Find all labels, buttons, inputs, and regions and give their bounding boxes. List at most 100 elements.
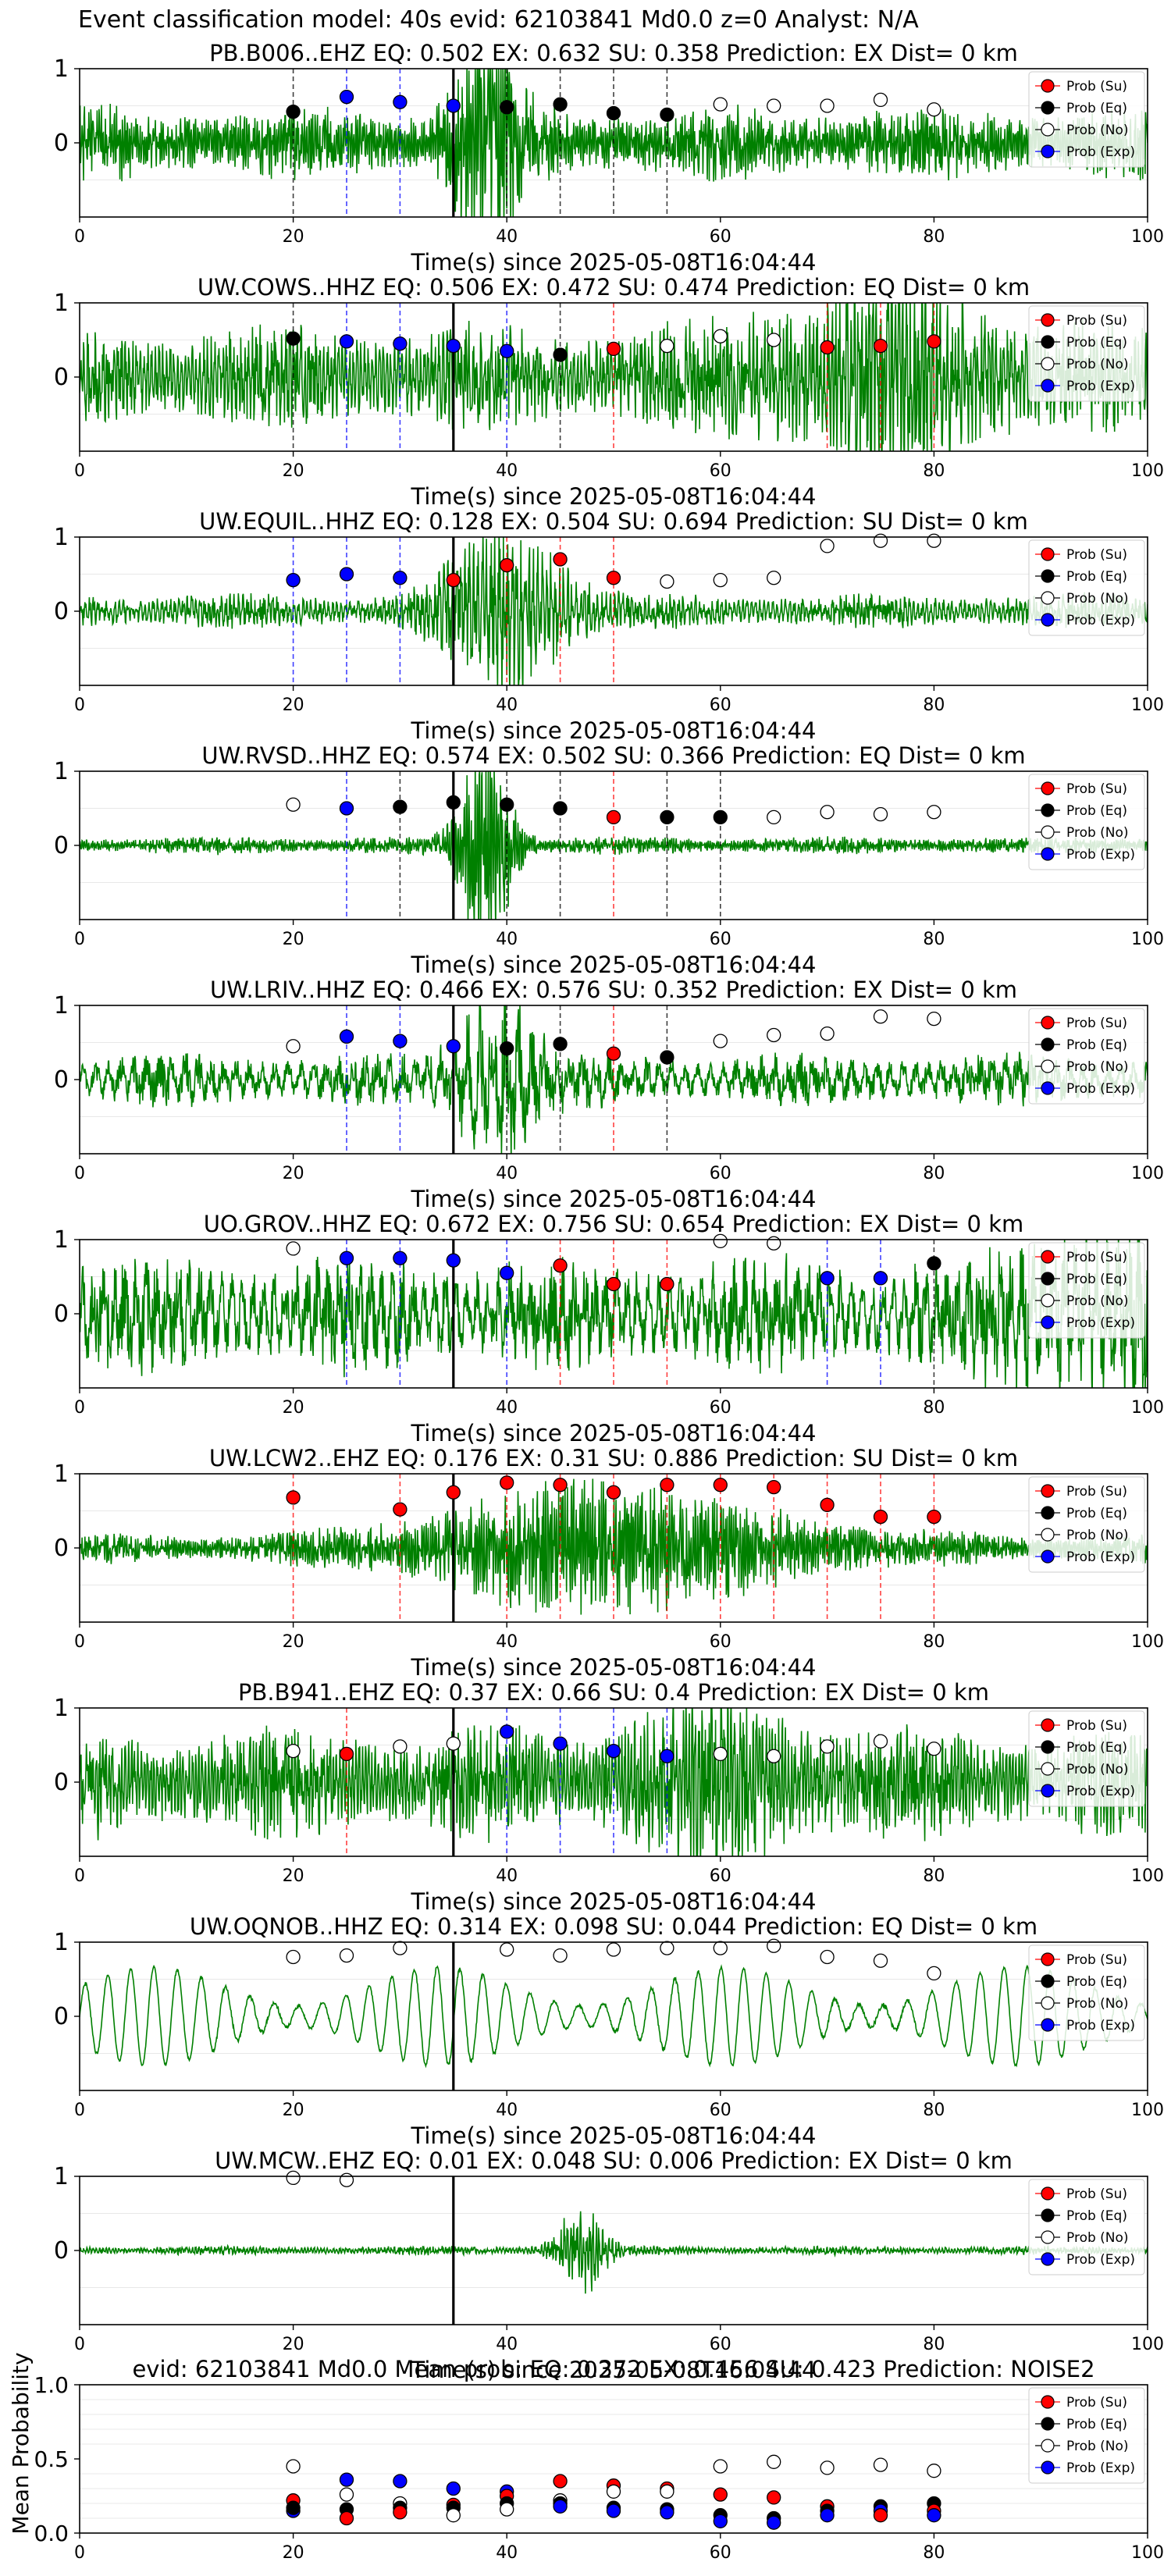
point-su bbox=[339, 1746, 354, 1762]
point-exp bbox=[553, 1736, 568, 1751]
legend-marker-eq bbox=[1041, 1974, 1055, 1988]
x-tick-label: 80 bbox=[923, 696, 945, 715]
point-exp bbox=[606, 1743, 621, 1759]
panel-4: UW.RVSD..HHZ EQ: 0.574 EX: 0.502 SU: 0.3… bbox=[54, 742, 1164, 978]
legend: Prob (Su) Prob (Eq) Prob (No) Prob (Exp) bbox=[1028, 1008, 1145, 1105]
legend-marker-eq bbox=[1041, 1037, 1055, 1051]
point-no bbox=[767, 1236, 781, 1251]
legend-marker-exp bbox=[1041, 2252, 1055, 2266]
point-no bbox=[873, 1734, 888, 1749]
waveform-trace bbox=[80, 69, 1148, 217]
x-tick-label: 40 bbox=[496, 461, 518, 481]
point-no bbox=[820, 539, 835, 553]
legend-label: Prob (Su) bbox=[1066, 1484, 1127, 1500]
y-tick-label: 1 bbox=[54, 1929, 69, 1956]
x-tick-label: 80 bbox=[923, 461, 945, 481]
point-exp bbox=[713, 2514, 728, 2528]
panel-9: UW.OQNOB..HHZ EQ: 0.314 EX: 0.098 SU: 0.… bbox=[54, 1913, 1164, 2149]
point-no bbox=[873, 533, 888, 548]
legend-marker-no bbox=[1041, 2230, 1055, 2244]
legend-box bbox=[1028, 2179, 1145, 2275]
legend-label: Prob (Su) bbox=[1066, 1718, 1127, 1734]
panel-title: evid: 62103841 Md0.0 Mean prob: EQ: 0.37… bbox=[132, 2356, 1094, 2382]
legend-label: Prob (Exp) bbox=[1066, 1550, 1135, 1565]
legend-marker-exp bbox=[1041, 1081, 1055, 1095]
x-tick-label: 60 bbox=[710, 1866, 731, 1886]
x-tick-label: 0 bbox=[74, 227, 85, 247]
y-tick-label: 0 bbox=[54, 2237, 69, 2265]
legend-box bbox=[1028, 1944, 1145, 2041]
point-exp bbox=[446, 1253, 461, 1268]
point-no bbox=[286, 2459, 301, 2474]
legend-marker-no bbox=[1041, 123, 1055, 137]
x-tick-label: 20 bbox=[283, 1866, 304, 1886]
legend: Prob (Su) Prob (Eq) Prob (No) Prob (Exp) bbox=[1028, 1944, 1145, 2041]
x-tick-label: 40 bbox=[496, 930, 518, 949]
legend-label: Prob (No) bbox=[1066, 591, 1129, 607]
point-no bbox=[767, 809, 781, 825]
legend-label: Prob (Eq) bbox=[1066, 2208, 1127, 2224]
point-no bbox=[820, 1739, 835, 1754]
x-tick-label: 100 bbox=[1131, 1632, 1164, 1652]
x-tick-label: 0 bbox=[74, 1866, 85, 1886]
x-tick-label: 20 bbox=[283, 2335, 304, 2354]
legend-marker-exp bbox=[1041, 1784, 1055, 1798]
x-tick-label: 20 bbox=[283, 930, 304, 949]
panel-7: UW.LCW2..EHZ EQ: 0.176 EX: 0.31 SU: 0.88… bbox=[54, 1445, 1164, 1681]
legend-label: Prob (No) bbox=[1066, 825, 1129, 841]
legend-box bbox=[1028, 1008, 1145, 1105]
x-tick-label: 0 bbox=[74, 461, 85, 481]
point-eq bbox=[606, 105, 621, 121]
point-no bbox=[767, 1938, 781, 1953]
point-exp bbox=[339, 801, 354, 816]
x-tick-label: 40 bbox=[496, 2543, 518, 2563]
legend: Prob (Su) Prob (Eq) Prob (No) Prob (Exp) bbox=[1028, 1242, 1145, 1339]
point-no bbox=[767, 1027, 781, 1043]
x-tick-label: 100 bbox=[1131, 2101, 1164, 2120]
legend-label: Prob (Eq) bbox=[1066, 1740, 1127, 1756]
point-no bbox=[820, 805, 835, 820]
panel-title: PB.B941..EHZ EQ: 0.37 EX: 0.66 SU: 0.4 P… bbox=[238, 1679, 989, 1706]
legend-marker-su bbox=[1041, 1718, 1055, 1732]
legend-marker-no bbox=[1041, 1762, 1055, 1776]
point-no bbox=[286, 2170, 301, 2186]
point-no bbox=[873, 1953, 888, 1968]
point-no bbox=[713, 329, 728, 343]
point-su bbox=[553, 1258, 568, 1273]
y-tick-label: 0 bbox=[54, 1769, 69, 1796]
x-tick-label: 80 bbox=[923, 1164, 945, 1183]
x-tick-label: 80 bbox=[923, 1866, 945, 1886]
y-tick-label: 1.0 bbox=[34, 2372, 69, 2398]
legend-box bbox=[1028, 305, 1145, 402]
legend: Prob (Su) Prob (Eq) Prob (No) Prob (Exp) bbox=[1028, 71, 1145, 168]
legend-box bbox=[1028, 539, 1145, 636]
panel-11: evid: 62103841 Md0.0 Mean prob: EQ: 0.37… bbox=[8, 2352, 1164, 2563]
point-no bbox=[927, 805, 941, 820]
point-eq bbox=[553, 97, 568, 112]
legend-marker-su bbox=[1041, 79, 1055, 93]
point-su bbox=[660, 1276, 674, 1292]
point-su bbox=[500, 1475, 514, 1490]
legend-marker-exp bbox=[1041, 144, 1055, 158]
x-tick-label: 100 bbox=[1131, 696, 1164, 715]
legend-box bbox=[1028, 1242, 1145, 1339]
point-su bbox=[393, 2505, 408, 2520]
point-eq bbox=[500, 100, 514, 115]
point-su bbox=[767, 2490, 781, 2505]
point-no bbox=[873, 1009, 888, 1024]
panel-6: UO.GROV..HHZ EQ: 0.672 EX: 0.756 SU: 0.6… bbox=[54, 1211, 1164, 1446]
point-exp bbox=[393, 1034, 408, 1048]
y-tick-label: 1 bbox=[54, 1695, 69, 1722]
x-tick-label: 60 bbox=[710, 1632, 731, 1652]
legend-marker-eq bbox=[1041, 803, 1055, 817]
legend-marker-su bbox=[1041, 2395, 1055, 2409]
legend-marker-eq bbox=[1041, 1272, 1055, 1286]
y-tick-label: 0 bbox=[54, 2003, 69, 2030]
y-tick-label: 0 bbox=[54, 130, 69, 157]
point-eq bbox=[713, 809, 728, 825]
legend-box bbox=[1028, 774, 1145, 870]
x-tick-label: 0 bbox=[74, 1398, 85, 1418]
legend: Prob (Su) Prob (Eq) Prob (No) Prob (Exp) bbox=[1028, 539, 1145, 636]
y-axis-label: Mean Probability bbox=[8, 2352, 34, 2534]
x-tick-label: 20 bbox=[283, 227, 304, 247]
